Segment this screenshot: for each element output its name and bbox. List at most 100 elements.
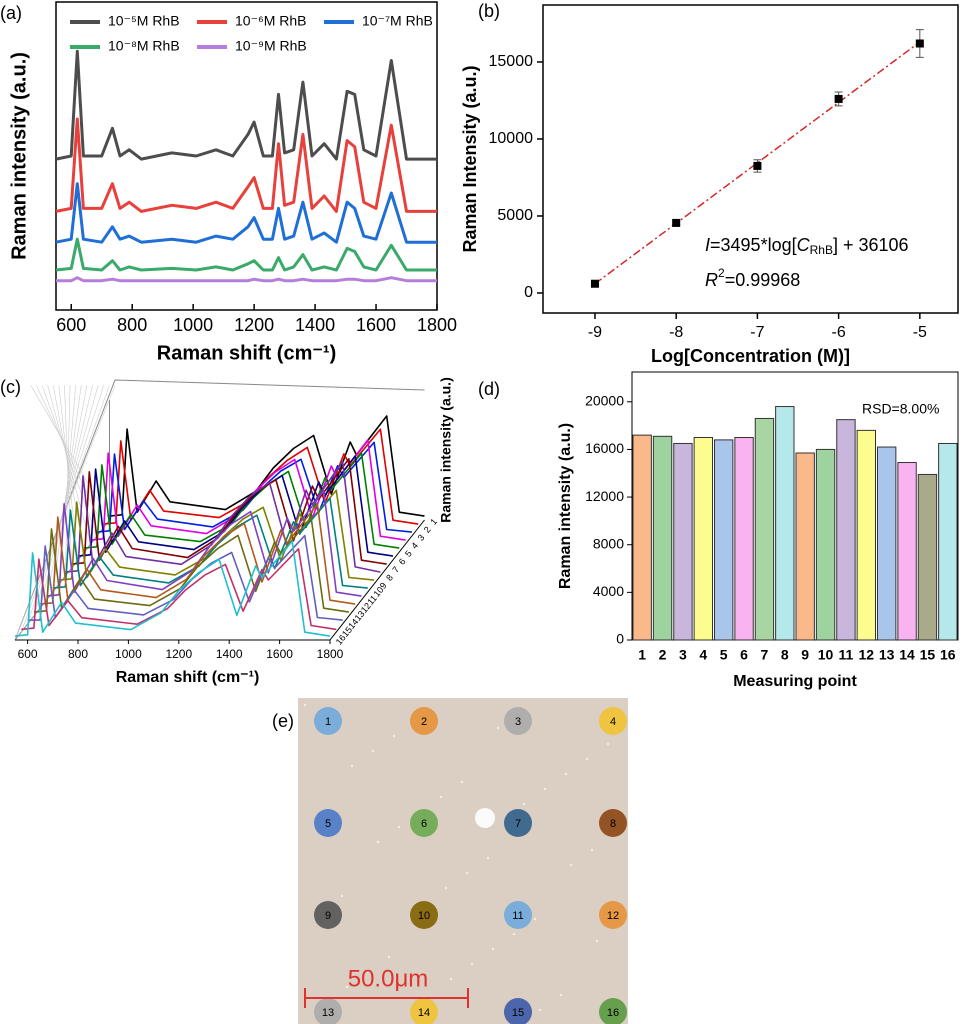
bar [754, 417, 775, 641]
x-tick-label: 16 [940, 647, 956, 663]
depth-label: 10 [371, 585, 385, 599]
x-tick-label: 11 [839, 647, 854, 663]
depth-label: 4 [409, 541, 420, 551]
bar [652, 435, 673, 641]
depth-label: 1 [428, 517, 439, 527]
fit-line [594, 41, 921, 285]
depth-label: 9 [378, 581, 389, 591]
data-point [834, 94, 843, 103]
wall-line [36, 385, 104, 529]
scale-bar [304, 988, 469, 1008]
spot-label: 4 [610, 716, 616, 728]
sparkle [371, 749, 375, 753]
sparkle [439, 795, 443, 799]
y-tick-label: 20000 [585, 392, 624, 408]
micrograph [298, 698, 628, 1024]
measuring-spot [314, 809, 342, 837]
sparkle [392, 734, 396, 738]
sparkle [559, 993, 563, 997]
y-tick-label: 10000 [489, 130, 534, 147]
y-tick-label: 0 [616, 631, 624, 647]
equation-part: C [797, 235, 811, 255]
spectrum [21, 548, 337, 631]
sparkle [345, 985, 349, 989]
x-tick-label: 1800 [417, 315, 457, 335]
legend-label: 10⁻⁶M RhB [235, 13, 307, 29]
r-squared-part: 2 [718, 266, 725, 280]
wall-line [64, 385, 72, 569]
data-point [672, 218, 681, 227]
measuring-spot [410, 809, 438, 837]
annotation: RSD=8.00% [862, 401, 939, 417]
data-point [590, 279, 599, 288]
panel-label: (e) [272, 711, 294, 731]
x-tick-label: 2 [659, 647, 667, 663]
legend-label: 10⁻⁸M RhB [108, 38, 180, 54]
panel-label: (c) [0, 377, 21, 397]
depth-axis [329, 519, 425, 641]
bar [917, 473, 938, 641]
spectrum [56, 276, 437, 283]
plot-frame [631, 371, 959, 641]
sparkle [376, 840, 380, 844]
sparkle [585, 757, 589, 761]
depth-label: 12 [359, 601, 373, 615]
sparkle [350, 764, 354, 768]
y-tick-label: 0 [524, 284, 533, 301]
depth-label: 15 [340, 625, 354, 639]
measuring-spot [504, 998, 532, 1024]
plot-frame [55, 1, 438, 311]
x-tick-label: 6 [740, 647, 748, 663]
y-axis-label: Raman intensity (a.u.) [557, 423, 574, 589]
spectrum [55, 117, 437, 213]
y-tick-label: 16000 [585, 440, 624, 456]
bar [877, 446, 897, 641]
panel-label: (b) [478, 1, 500, 21]
y-axis-label: Raman intensity (a.u.) [8, 52, 30, 260]
sparkle [522, 802, 526, 806]
spectrum [52, 497, 368, 589]
x-tick-label: -8 [669, 324, 683, 341]
glow [475, 808, 495, 828]
data-point [753, 161, 762, 170]
spot-label: 7 [515, 818, 521, 830]
spot-label: 15 [512, 1007, 524, 1019]
spot-label: 14 [418, 1007, 430, 1019]
x-tick-label: -9 [588, 324, 602, 341]
panel-label: (d) [478, 379, 500, 399]
y-tick-label: 12000 [585, 488, 624, 504]
spectrum [96, 441, 412, 533]
equation-part: RhB [810, 243, 833, 257]
depth-label: 14 [346, 617, 360, 631]
measuring-spot [504, 707, 532, 735]
bar [693, 437, 713, 641]
spot-label: 3 [515, 716, 521, 728]
x-tick-label: 5 [720, 647, 728, 663]
spectrum [65, 460, 381, 573]
r-squared-part: =0.99968 [725, 270, 801, 290]
spectrum [55, 182, 437, 244]
measuring-spot [314, 707, 342, 735]
measuring-spot [410, 707, 438, 735]
sparkle [538, 1008, 542, 1012]
y-tick-label: 15000 [489, 53, 534, 70]
x-tick-label: 1000 [173, 315, 213, 335]
bar [673, 442, 693, 641]
r-squared: R2=0.99968 [705, 266, 800, 290]
spot-label: 12 [607, 910, 619, 922]
x-tick-label: 7 [761, 647, 769, 663]
x-tick-label: 1 [638, 647, 646, 663]
measuring-spot [410, 998, 438, 1024]
x-tick-label: 9 [801, 647, 809, 663]
depth-label: 6 [397, 557, 408, 567]
sparkle [303, 703, 307, 707]
measuring-spot [410, 901, 438, 929]
bar [938, 442, 958, 641]
x-tick-label: 800 [68, 647, 88, 661]
bar [775, 406, 795, 641]
data-point [915, 39, 924, 48]
x-tick-label: -6 [831, 324, 845, 341]
sparkle [465, 871, 469, 875]
measuring-spot [314, 901, 342, 929]
